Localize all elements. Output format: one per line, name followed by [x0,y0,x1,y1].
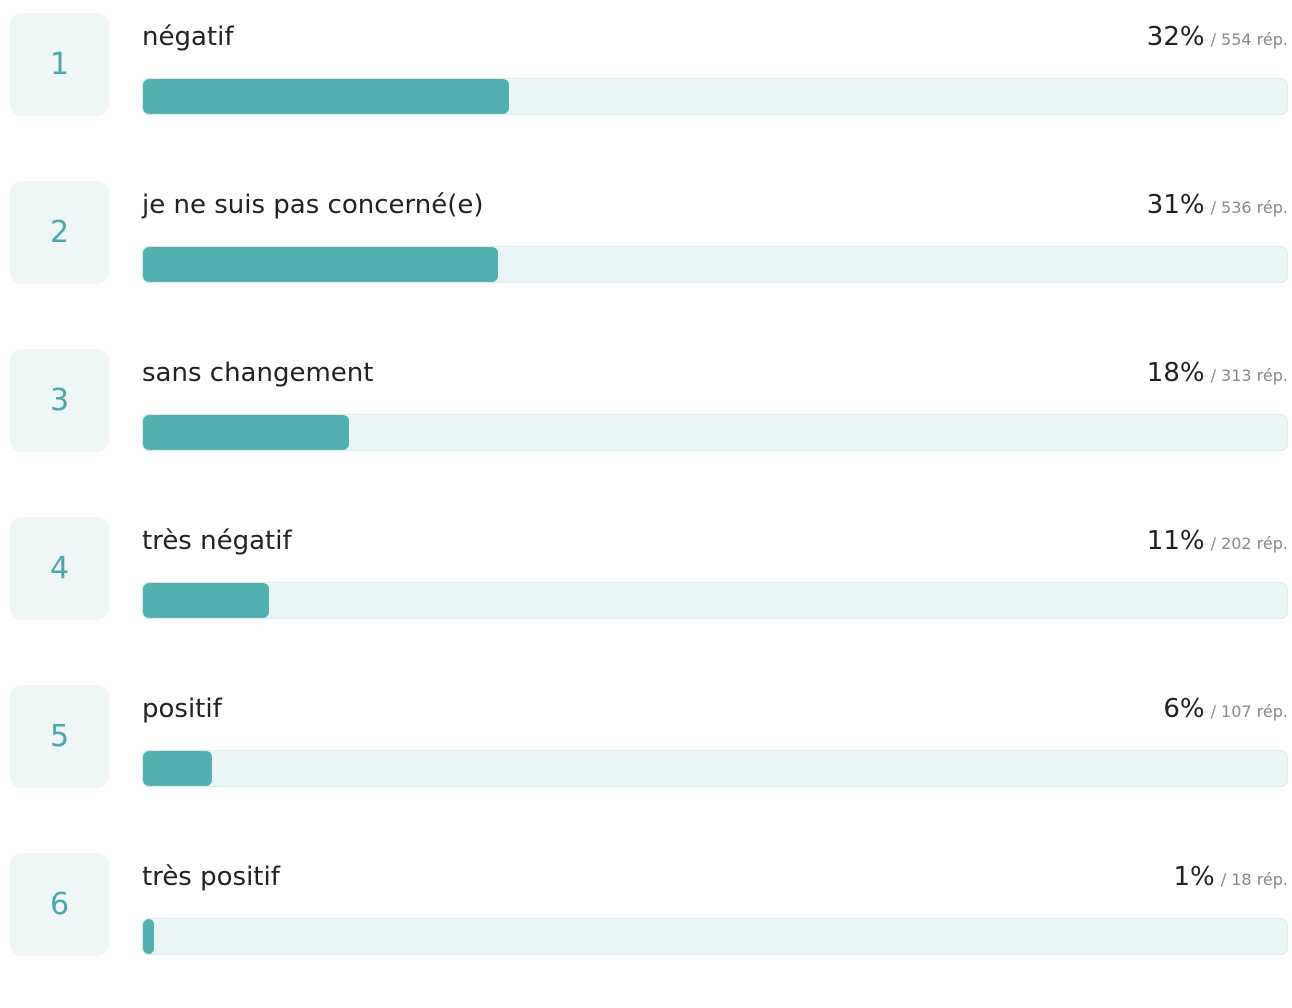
result-row: 6 très positif 1% / 18 rép. [0,840,1292,1008]
bar [143,583,269,618]
bar-track [142,582,1288,619]
bar [143,79,510,114]
bar-track [142,918,1288,955]
count-label: / 536 rép. [1210,198,1288,217]
result-row: 3 sans changement 18% / 313 rép. [0,336,1292,504]
count-label: / 18 rép. [1220,870,1288,889]
result-stats: 31% / 536 rép. [1147,190,1288,220]
option-label: sans changement [142,358,374,388]
result-stats: 32% / 554 rép. [1147,22,1288,52]
rank-badge: 1 [10,13,109,116]
bar [143,247,498,282]
option-label: très positif [142,862,280,892]
option-label: très négatif [142,526,292,556]
rank-badge: 5 [10,685,109,788]
bar-track [142,414,1288,451]
bar [143,751,212,786]
survey-results: 1 négatif 32% / 554 rép. 2 je ne suis pas con… [0,0,1292,956]
result-stats: 6% / 107 rép. [1163,694,1288,724]
rank-badge: 4 [10,517,109,620]
rank-badge: 2 [10,181,109,284]
rank-badge: 3 [10,349,109,452]
bar-track [142,78,1288,115]
percent-label: 1% [1173,862,1215,892]
option-label: je ne suis pas concerné(e) [142,190,484,220]
result-row: 5 positif 6% / 107 rép. [0,672,1292,840]
percent-label: 6% [1163,694,1205,724]
percent-label: 31% [1146,190,1205,220]
count-label: / 554 rép. [1210,30,1288,49]
result-stats: 11% / 202 rép. [1147,526,1288,556]
result-row: 2 je ne suis pas concerné(e) 31% / 536 rép. [0,168,1292,336]
bar [143,919,155,954]
bar-track [142,246,1288,283]
result-row: 4 très négatif 11% / 202 rép. [0,504,1292,672]
option-label: négatif [142,22,234,52]
count-label: / 202 rép. [1210,534,1288,553]
count-label: / 107 rép. [1210,702,1288,721]
bar-track [142,750,1288,787]
count-label: / 313 rép. [1210,366,1288,385]
result-stats: 18% / 313 rép. [1147,358,1288,388]
bar [143,415,349,450]
result-stats: 1% / 18 rép. [1174,862,1288,892]
percent-label: 18% [1146,358,1205,388]
percent-label: 32% [1146,22,1205,52]
percent-label: 11% [1146,526,1205,556]
rank-badge: 6 [10,853,109,956]
option-label: positif [142,694,222,724]
result-row: 1 négatif 32% / 554 rép. [0,0,1292,168]
